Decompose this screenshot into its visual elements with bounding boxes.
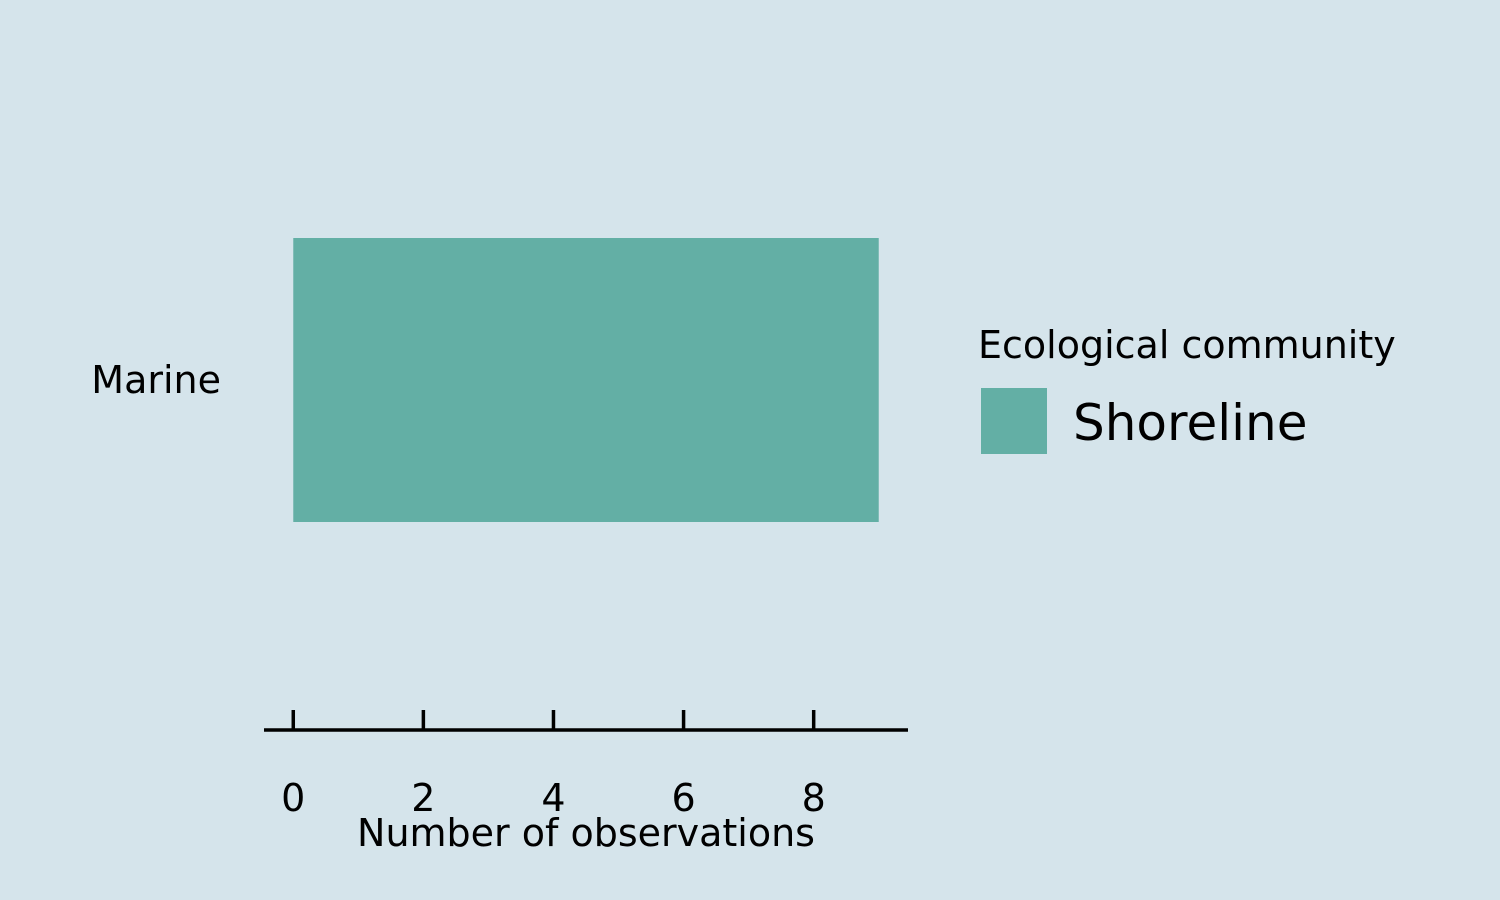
x-axis: 0 2 4 6 8 [264, 710, 908, 820]
x-tick-label: 8 [802, 776, 826, 820]
x-ticks: 0 2 4 6 8 [281, 710, 826, 820]
bar-marine [293, 238, 879, 522]
legend-items: Shoreline [981, 388, 1307, 454]
legend-label: Shoreline [1073, 394, 1307, 452]
legend-title: Ecological community [978, 323, 1396, 367]
x-tick-label: 2 [411, 776, 435, 820]
x-axis-title: Number of observations [357, 811, 815, 855]
bars-layer [293, 238, 879, 522]
category-label: Marine [91, 358, 221, 402]
category-labels: Marine [91, 358, 221, 402]
x-tick-label: 6 [671, 776, 695, 820]
legend: Ecological community Shoreline [978, 323, 1396, 454]
x-tick-label: 4 [541, 776, 565, 820]
x-tick-label: 0 [281, 776, 305, 820]
legend-swatch [981, 388, 1047, 454]
